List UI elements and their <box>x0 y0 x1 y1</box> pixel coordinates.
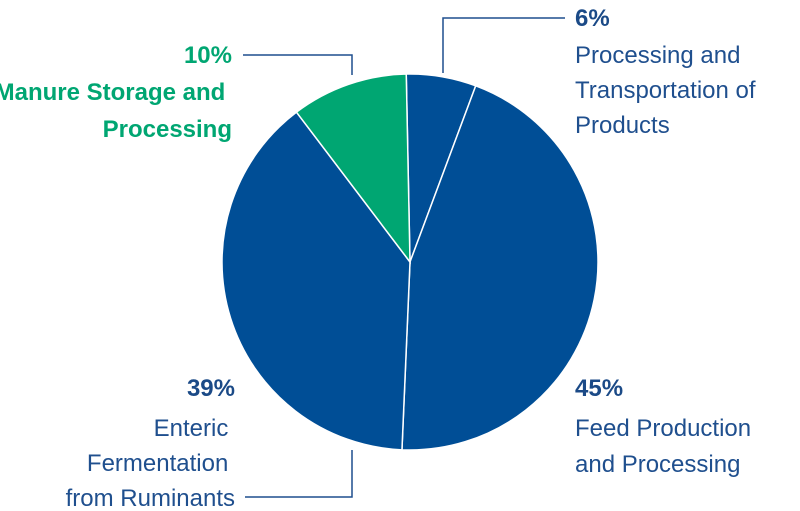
percent-label: 39% <box>187 375 235 402</box>
category-label: Manure Storage and Processing <box>0 79 232 143</box>
label-line: Manure Storage and <box>0 79 232 106</box>
label-line: from Ruminants <box>66 485 235 511</box>
slices <box>221 73 599 451</box>
label-line: Enteric <box>154 415 235 442</box>
category-label: Enteric Fermentation from Ruminants <box>66 415 235 511</box>
pie-slice <box>295 73 411 265</box>
leader-line <box>442 17 565 73</box>
leader-line <box>245 450 353 498</box>
pie-slice <box>221 111 411 451</box>
percent-label: 10% <box>184 42 232 69</box>
leader-line <box>243 54 353 75</box>
percent-label: 6% <box>575 5 610 32</box>
category-label: Feed Production and Processing <box>575 415 758 478</box>
label-line: Fermentation <box>87 450 235 477</box>
category-label: Processing and Transportation of Product… <box>575 42 762 139</box>
percent-label: 45% <box>575 375 623 402</box>
label-line: Transportation of <box>575 77 762 104</box>
label-line: Processing and <box>575 42 747 69</box>
label-line: Products <box>575 112 670 139</box>
pie-slice <box>401 84 599 451</box>
label-line: Feed Production <box>575 415 758 442</box>
label-line: Processing <box>103 116 232 143</box>
label-line: and Processing <box>575 451 740 478</box>
